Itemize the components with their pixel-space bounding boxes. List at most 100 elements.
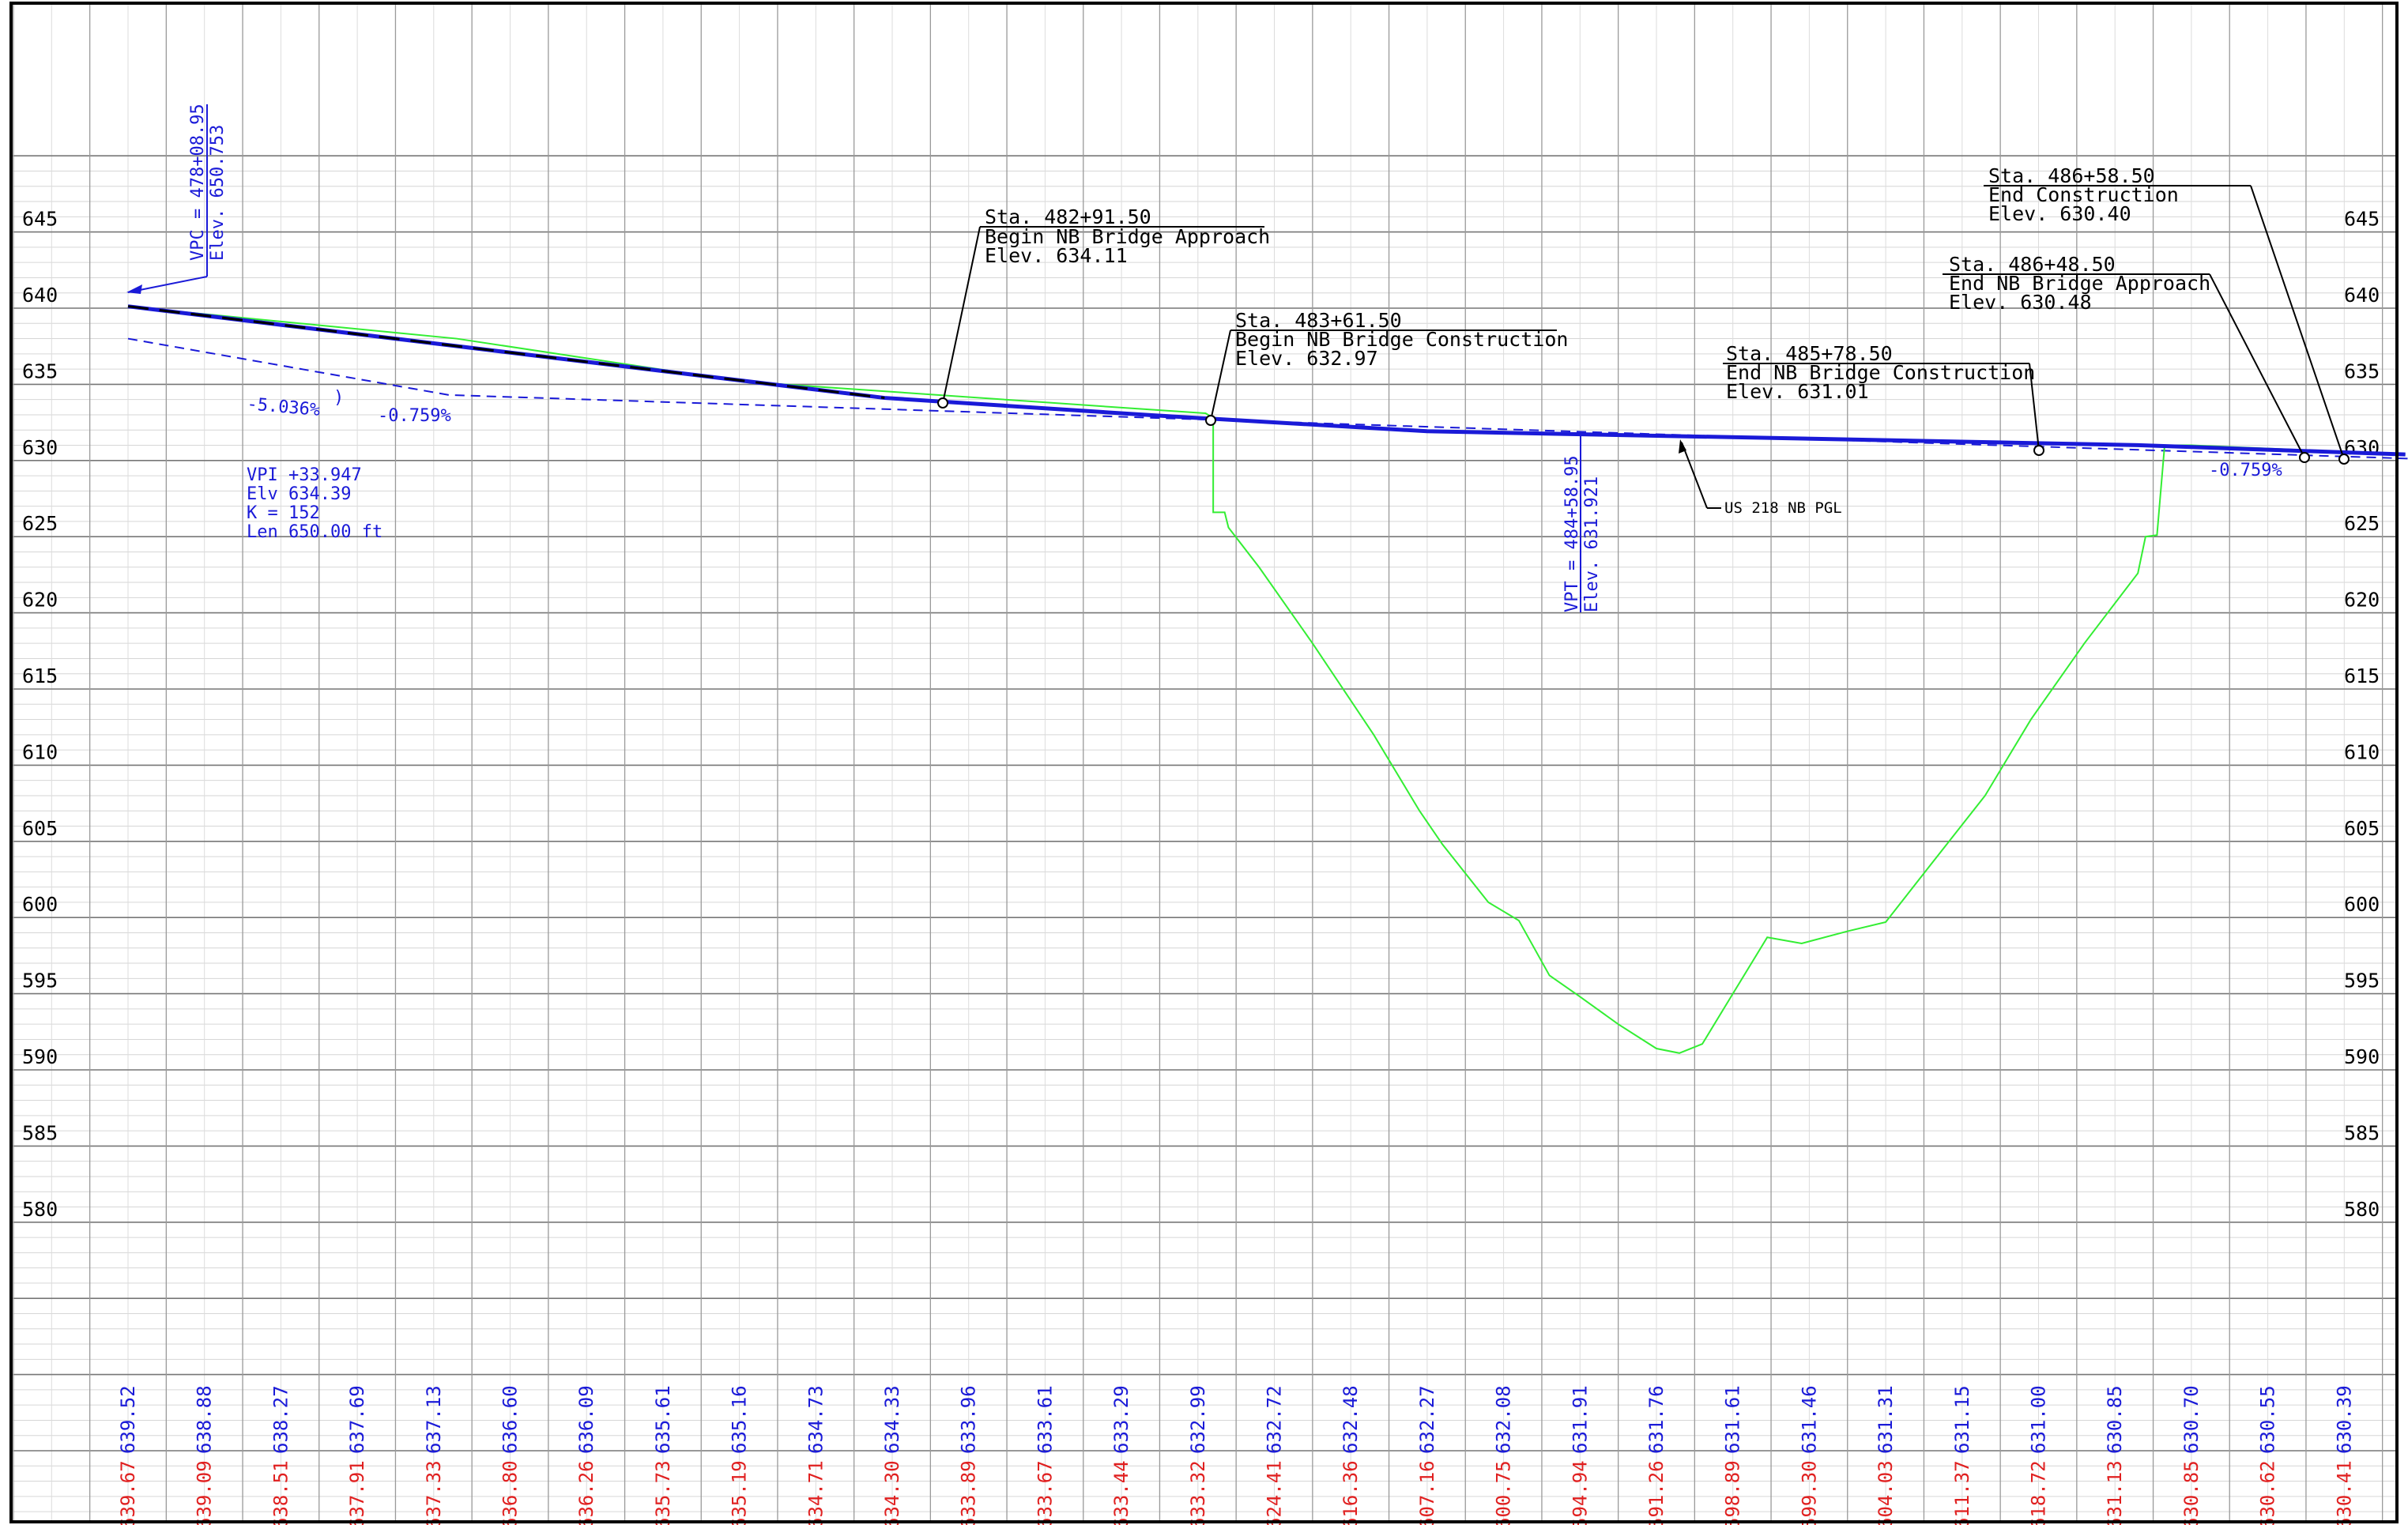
vpi-info: VPI +33.947 Elv 634.39 K = 152 Len 650.0…: [247, 388, 382, 542]
existing-elevation-value: 607.16: [1416, 1460, 1438, 1525]
callout-description: End NB Bridge Construction: [1726, 361, 2035, 384]
existing-elevation-value: 635.19: [729, 1460, 751, 1525]
existing-elevation-value: 630.41: [2333, 1460, 2355, 1525]
existing-ground-line: [127, 306, 2406, 1054]
axis-label-left: 610: [22, 740, 58, 763]
proposed-grade-dash-overlay: [127, 305, 885, 400]
axis-label-right: 580: [2344, 1198, 2380, 1221]
callout-begin-construction: Sta. 483+61.50 Begin NB Bridge Construct…: [1205, 309, 1568, 426]
existing-elevation-value: 618.72: [2028, 1460, 2050, 1525]
callout-station: Sta. 483+61.50: [1235, 309, 1402, 332]
axis-label-right: 625: [2344, 512, 2380, 535]
axis-label-right: 640: [2344, 284, 2380, 307]
existing-elevation-value: 598.89: [1722, 1460, 1744, 1525]
axis-label-left: 605: [22, 817, 58, 840]
callout-elevation: Elev. 631.01: [1726, 380, 1869, 403]
axis-label-left: 640: [22, 284, 58, 307]
existing-elevation-value: 594.94: [1569, 1460, 1591, 1525]
proposed-elevation-value: 637.69: [346, 1385, 368, 1454]
proposed-grade-line: [127, 304, 2406, 457]
proposed-elevation-value: 633.29: [1110, 1385, 1132, 1454]
proposed-elevation-value: 636.60: [499, 1385, 522, 1454]
proposed-elevation-value: 630.39: [2333, 1385, 2355, 1454]
pgl-label: US 218 NB PGL: [1724, 499, 1842, 517]
axis-label-right: 645: [2344, 208, 2380, 231]
axis-label-right: 595: [2344, 970, 2380, 992]
grade-label-2: -0.759%: [378, 406, 451, 426]
proposed-elevation-value: 633.61: [1034, 1385, 1056, 1454]
axis-label-left: 595: [22, 970, 58, 992]
existing-elevation-value: 633.32: [1187, 1460, 1209, 1525]
callout-point-marker: [2299, 452, 2310, 463]
proposed-elevation-value: 638.27: [269, 1385, 292, 1454]
proposed-elevation-value: 634.33: [881, 1385, 903, 1454]
vpt-station-label: VPT = 484+58.95: [1562, 455, 1582, 612]
vpc-elev-label: Elev. 650.753: [208, 125, 228, 261]
callout-end-construction: Sta. 485+78.50 End NB Bridge Constructio…: [1723, 342, 2044, 456]
proposed-elevation-value: 632.08: [1493, 1385, 1515, 1454]
proposed-elevation-value: 632.48: [1340, 1385, 1362, 1454]
existing-elevation-value: 604.03: [1875, 1460, 1897, 1525]
callout-description: End NB Bridge Approach: [1949, 272, 2210, 295]
axis-label-left: 625: [22, 512, 58, 535]
axis-label-right: 605: [2344, 817, 2380, 840]
callout-leader: [1210, 329, 1231, 421]
proposed-elevation-value: 631.76: [1645, 1385, 1668, 1454]
existing-elevation-value: 616.36: [1340, 1460, 1362, 1525]
existing-elevation-value: 633.89: [958, 1460, 980, 1525]
callout-point-marker: [2338, 454, 2350, 465]
axis-labels-right: 645 640 635 630 625 620 615 610 605 600 595 590 585 5…: [2344, 208, 2380, 1221]
axis-label-right: 585: [2344, 1121, 2380, 1144]
proposed-elevation-value: 636.09: [575, 1385, 597, 1454]
vpt-elev-label: Elev. 631.921: [1582, 476, 1602, 612]
proposed-elevation-value: 634.73: [805, 1385, 827, 1454]
callout-elevation: Elev. 630.48: [1949, 291, 2092, 314]
existing-elevation-value: 624.41: [1264, 1460, 1286, 1525]
existing-elevation-value: 637.33: [423, 1460, 445, 1525]
proposed-elevation-value: 632.99: [1187, 1385, 1209, 1454]
callout-point-marker: [1205, 415, 1216, 426]
axis-label-left: 645: [22, 208, 58, 231]
axis-label-left: 635: [22, 360, 58, 382]
existing-elevation-value: 639.09: [194, 1460, 216, 1525]
vpi-k: K = 152: [247, 503, 320, 523]
vpi-elev: Elv 634.39: [247, 484, 351, 504]
axis-label-right: 615: [2344, 665, 2380, 687]
grid-major: [11, 3, 2397, 1522]
axis-label-right: 620: [2344, 589, 2380, 612]
proposed-elevation-value: 631.61: [1722, 1385, 1744, 1454]
existing-elevation-value: 639.67: [117, 1460, 139, 1525]
callout-station: Sta. 486+48.50: [1949, 253, 2116, 276]
callout-elevation: Elev. 630.40: [1988, 202, 2131, 225]
sheet-border: [9, 2, 2399, 1523]
callout-end-approach: Sta. 486+48.50 End NB Bridge Approach El…: [1943, 253, 2310, 463]
existing-elevation-value: 630.62: [2257, 1460, 2279, 1525]
callout-leader: [2029, 363, 2040, 451]
proposed-elevation-value: 635.61: [652, 1385, 674, 1454]
vpc-station-label: VPC = 478+08.95: [188, 104, 208, 261]
proposed-elevation-value: 633.96: [958, 1385, 980, 1454]
proposed-elevation-value: 631.46: [1798, 1385, 1820, 1454]
callout-point-marker: [2033, 445, 2044, 456]
callout-begin-approach: Sta. 482+91.50 Begin NB Bridge Approach …: [937, 205, 1270, 409]
axis-label-left: 620: [22, 589, 58, 612]
axis-label-right: 590: [2344, 1045, 2380, 1068]
proposed-elevation-value: 639.52: [117, 1385, 139, 1454]
proposed-elevation-value: 637.13: [423, 1385, 445, 1454]
vpi-length: Len 650.00 ft: [247, 522, 382, 542]
vpi-station: VPI +33.947: [247, 465, 362, 485]
axis-label-left: 585: [22, 1121, 58, 1144]
proposed-elevation-row: 639.52 638.88 638.27 637.69 637.13 636.60 636.…: [117, 1385, 2355, 1454]
existing-elevation-row: 639.67 639.09 638.51 637.91 637.33 636.80 636.…: [117, 1460, 2355, 1525]
vpc-arrowhead: [126, 284, 142, 294]
callout-station: Sta. 486+58.50: [1988, 164, 2155, 187]
proposed-elevation-value: 635.16: [729, 1385, 751, 1454]
callout-description: End Construction: [1988, 183, 2179, 206]
callout-description: Begin NB Bridge Approach: [985, 225, 1270, 248]
existing-elevation-value: 599.30: [1798, 1460, 1820, 1525]
existing-elevation-value: 611.37: [1951, 1460, 1973, 1525]
axis-label-left: 590: [22, 1045, 58, 1068]
callout-elevation: Elev. 632.97: [1235, 347, 1378, 370]
axis-label-right: 610: [2344, 740, 2380, 763]
